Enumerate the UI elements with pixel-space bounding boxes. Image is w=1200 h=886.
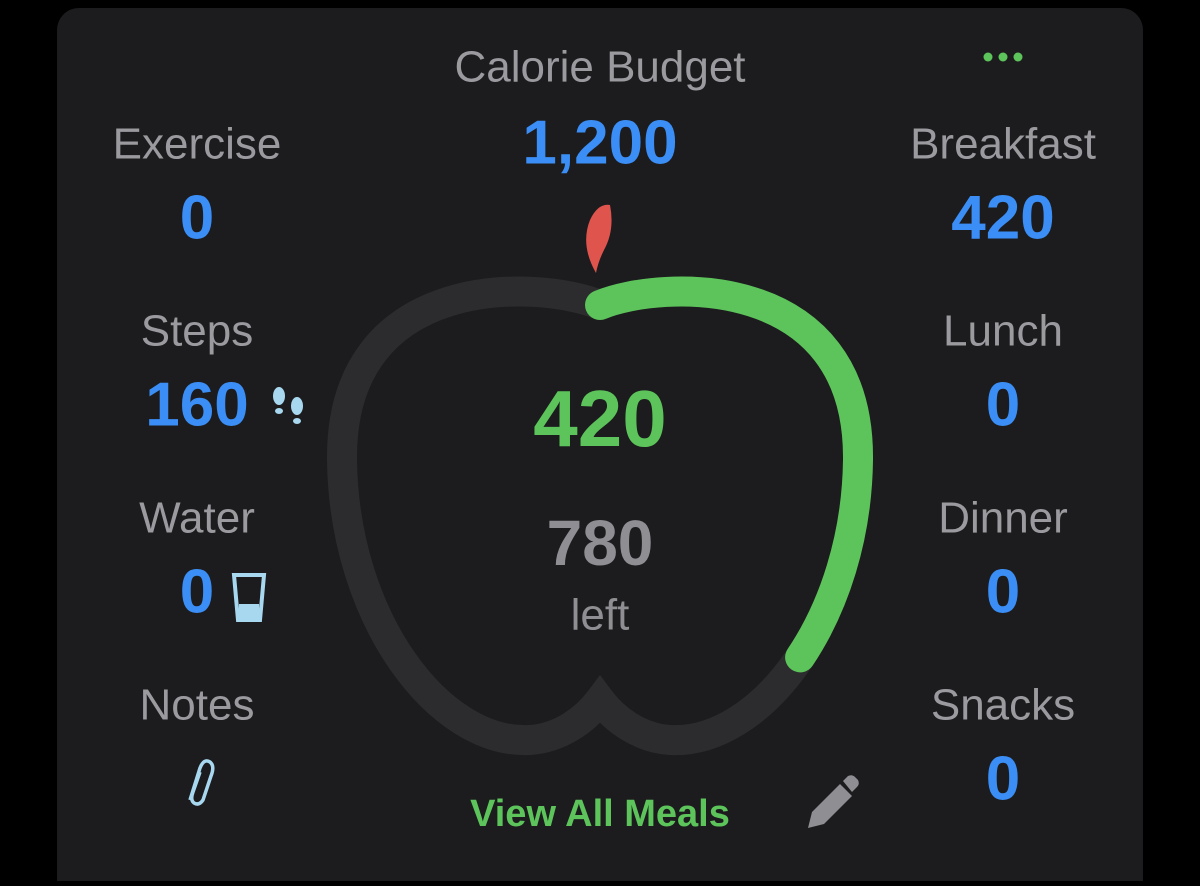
more-button[interactable] xyxy=(983,52,1023,62)
dinner-value[interactable]: 0 xyxy=(986,557,1020,626)
remaining: 780 xyxy=(547,507,654,579)
budget: 1,200 xyxy=(522,108,677,177)
water-label: Water xyxy=(139,494,255,543)
remaining-label: left xyxy=(571,591,630,640)
water-icon xyxy=(231,573,267,622)
apple-leaf xyxy=(586,204,612,273)
steps-label: Steps xyxy=(141,307,254,356)
breakfast-value[interactable]: 420 xyxy=(951,183,1054,252)
lunch-label: Lunch xyxy=(943,307,1063,356)
card xyxy=(57,8,1143,886)
consumed: 420 xyxy=(533,374,666,463)
notes-icon[interactable] xyxy=(188,759,215,806)
water-fill xyxy=(239,604,259,618)
title: Calorie Budget xyxy=(454,43,745,92)
notes-label: Notes xyxy=(140,681,255,730)
snacks-value[interactable]: 0 xyxy=(986,744,1020,813)
lunch-value[interactable]: 0 xyxy=(986,370,1020,439)
snacks-label: Snacks xyxy=(931,681,1075,730)
dinner-label: Dinner xyxy=(938,494,1068,543)
apple-progress xyxy=(326,276,874,756)
exercise-label: Exercise xyxy=(113,120,282,169)
exercise-value[interactable]: 0 xyxy=(180,183,214,252)
steps-icon xyxy=(273,387,303,424)
steps-value[interactable]: 160 xyxy=(145,370,248,439)
view-all-meals[interactable]: View All Meals xyxy=(470,793,730,835)
breakfast-label: Breakfast xyxy=(910,120,1096,169)
edit-button[interactable] xyxy=(808,775,859,828)
water-value[interactable]: 0 xyxy=(180,557,214,626)
